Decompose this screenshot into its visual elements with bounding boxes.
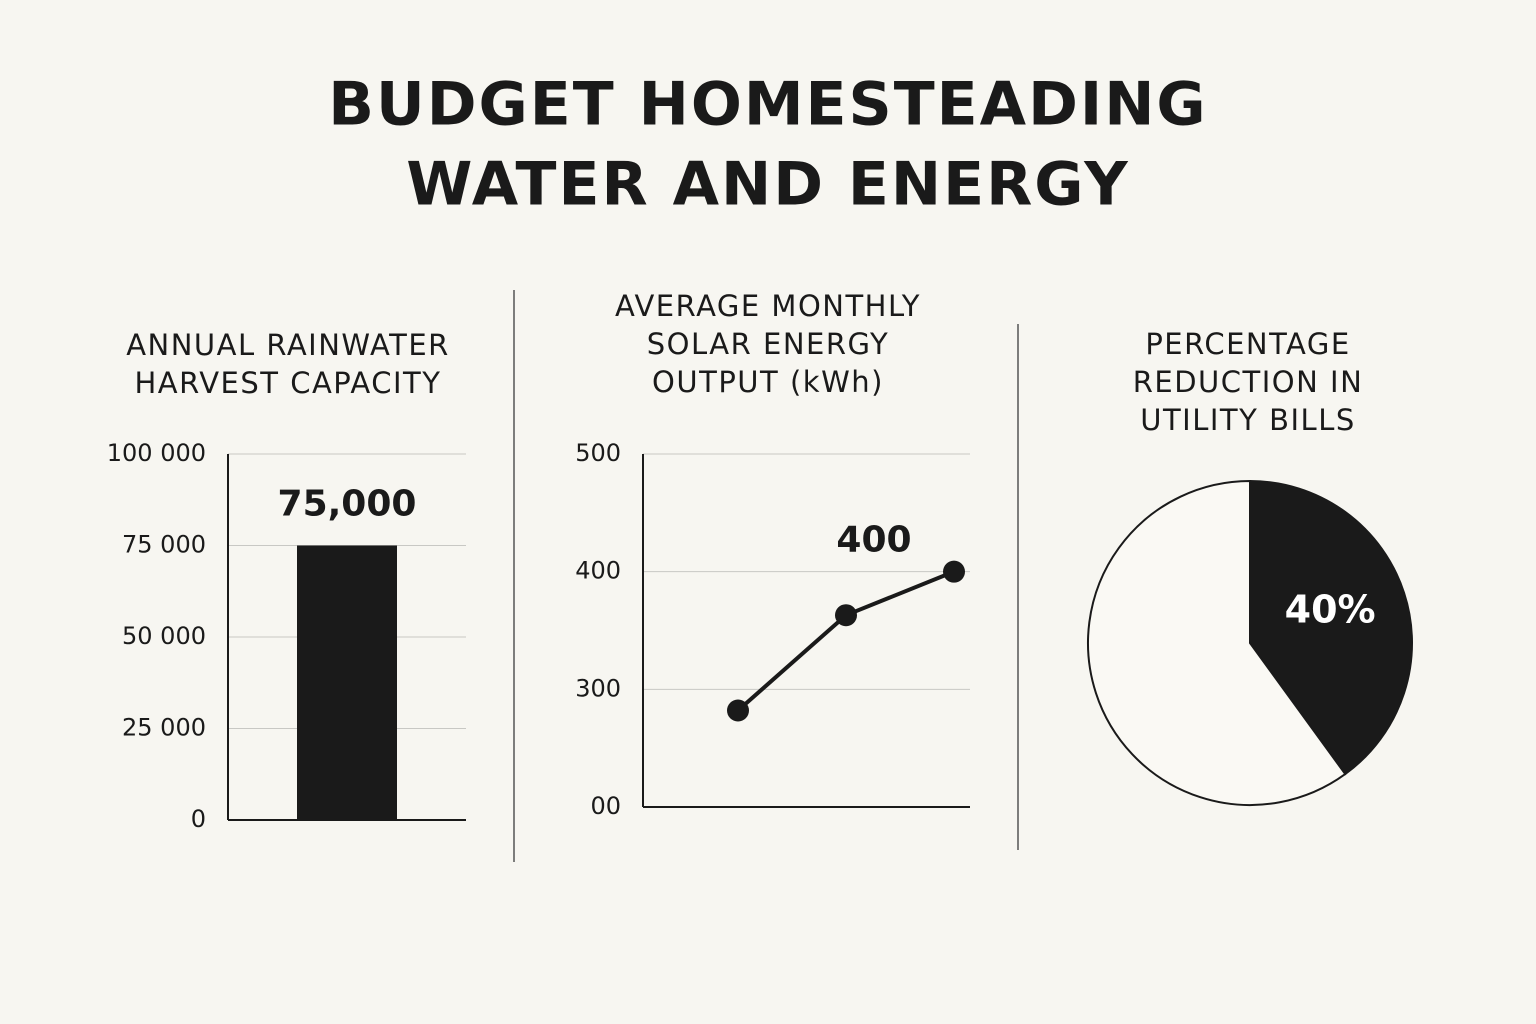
y-tick-label: 25 000 [122,714,206,742]
main-title: WATER AND ENERGY [406,150,1129,220]
y-tick-label: 75 000 [122,531,206,559]
point [727,699,749,722]
chart-title: HARVEST CAPACITY [135,366,442,400]
data-label: 40% [1285,587,1376,631]
y-tick-label: 400 [575,557,621,585]
pie-slice [1087,479,1347,806]
chart-title: OUTPUT (kWh) [652,365,884,399]
y-tick-label: 50 000 [122,622,206,650]
chart-title: AVERAGE MONTHLY [615,289,921,323]
chart-title: ANNUAL RAINWATER [126,328,450,362]
chart-title: PERCENTAGE [1145,327,1350,361]
chart-title: REDUCTION IN [1133,365,1364,399]
y-tick-label: 0 [191,805,206,833]
main-title: BUDGET HOMESTEADING [328,70,1207,140]
chart-title: UTILITY BILLS [1140,403,1356,437]
y-tick-label: 100 000 [107,439,206,467]
data-label: 400 [836,520,911,561]
y-tick-label: 300 [575,674,621,702]
y-tick-label: 00 [590,792,621,820]
bar [297,545,397,820]
data-label: 75,000 [278,484,417,525]
pie-slice [1249,479,1413,776]
point [835,604,857,627]
y-tick-label: 500 [575,439,621,467]
point [943,560,965,583]
chart-title: SOLAR ENERGY [647,327,890,361]
